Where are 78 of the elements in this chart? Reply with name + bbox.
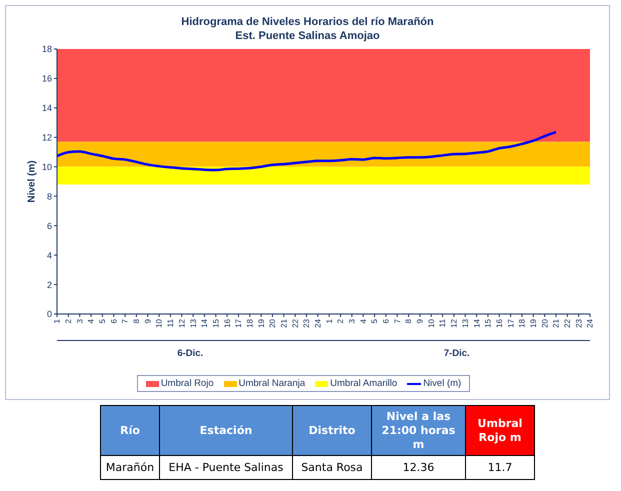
legend-label: Umbral Naranja — [238, 378, 306, 389]
x-tick-label: 7 — [120, 318, 130, 324]
legend-label: Umbral Amarillo — [330, 378, 398, 389]
x-tick-label: 5 — [370, 318, 380, 324]
y-tick-label: 4 — [46, 250, 52, 260]
x-tick-label: 16 — [494, 318, 504, 328]
text: 6-Dic. — [176, 348, 204, 359]
x-tick-label: 6 — [109, 318, 118, 324]
text: Estación — [160, 406, 292, 456]
x-tick-label: 8 — [132, 318, 142, 324]
x-tick-label: 24 — [586, 318, 595, 328]
x-tick-label: 14 — [200, 318, 210, 328]
y-tick-label: 0 — [46, 309, 52, 320]
y-tick-label: 12 — [42, 132, 52, 143]
line-series — [56, 130, 558, 172]
text: EHA - Puente Salinas — [160, 456, 292, 480]
x-tick-label: 18 — [518, 318, 527, 328]
text: Distrito — [292, 406, 372, 456]
x-tick-label: 13 — [188, 318, 198, 328]
x-tick-label: 14 — [472, 318, 482, 328]
x-tick-label: 3 — [75, 318, 84, 324]
x-tick-label: 3 — [348, 318, 357, 324]
x-tick-label: 9 — [143, 318, 152, 324]
x-tick-label: 4 — [86, 318, 96, 324]
x-tick-label: 8 — [404, 318, 414, 324]
text: Santa Rosa — [292, 456, 372, 480]
x-tick-label: 24 — [314, 318, 323, 328]
text: Nivel a las 21:00 horas m — [372, 406, 466, 456]
y-tick-label: 2 — [46, 280, 52, 290]
text: 11.7 — [466, 456, 534, 480]
x-tick-label: 15 — [211, 318, 220, 328]
x-tick-label: 21 — [279, 318, 288, 328]
legend-label: Nivel (m) — [423, 378, 462, 389]
x-tick-label: 21 — [552, 318, 561, 328]
x-tick-label: 17 — [234, 318, 244, 328]
x-tick-label: 18 — [245, 318, 254, 328]
x-tick-label: 5 — [98, 318, 108, 324]
x-tick-label: 11 — [166, 318, 176, 328]
x-tick-label: 10 — [426, 318, 436, 328]
y-axis-title: Nivel (m) — [26, 160, 38, 203]
chart-title: Hidrograma de Niveles Horarios del río Marañón — [180, 15, 435, 29]
x-tick-label: 13 — [460, 318, 470, 328]
x-tick-label: 23 — [574, 318, 584, 328]
x-tick-label: 9 — [416, 318, 425, 324]
y-tick-label: 6 — [46, 220, 52, 231]
x-tick-label: 16 — [222, 318, 232, 328]
y-tick-label: 14 — [42, 103, 52, 114]
x-tick-label: 2 — [64, 318, 74, 324]
x-tick-label: 7 — [392, 318, 402, 324]
legend-label: Umbral Rojo — [160, 378, 214, 389]
x-tick-label: 22 — [290, 318, 300, 328]
text: 12.36 — [372, 456, 466, 480]
text: 7-Dic. — [442, 348, 471, 359]
x-tick-label: 19 — [528, 318, 538, 328]
x-tick-label: 15 — [484, 318, 493, 328]
x-tick-label: 20 — [268, 318, 278, 328]
y-tick-label: 8 — [46, 191, 52, 202]
y-tick-label: 16 — [42, 74, 52, 84]
text: Río — [100, 406, 160, 456]
y-tick-label: 10 — [42, 162, 52, 172]
x-tick-label: 2 — [336, 318, 346, 324]
x-tick-label: 6 — [382, 318, 391, 324]
x-tick-label: 19 — [256, 318, 266, 328]
x-tick-label: 12 — [450, 318, 459, 328]
chart-subtitle: Est. Puente Salinas Amojao — [234, 29, 381, 43]
text: Marañón — [100, 456, 160, 480]
x-tick-label: 10 — [154, 318, 164, 328]
x-tick-label: 1 — [52, 318, 62, 324]
x-tick-label: 4 — [358, 318, 368, 324]
x-tick-label: 1 — [324, 318, 334, 324]
x-tick-label: 23 — [302, 318, 312, 328]
x-tick-label: 11 — [438, 318, 448, 328]
x-tick-label: 20 — [540, 318, 550, 328]
x-tick-label: 17 — [506, 318, 516, 328]
x-tick-label: 12 — [177, 318, 186, 328]
x-tick-label: 22 — [563, 318, 572, 328]
y-tick-label: 18 — [42, 44, 52, 54]
text: Umbral Rojo m — [466, 406, 534, 456]
